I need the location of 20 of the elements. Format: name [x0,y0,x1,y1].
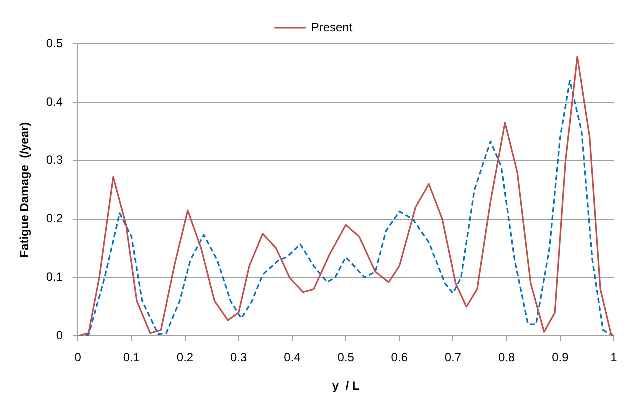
x-axis-title: y / L [332,379,360,394]
x-tick-label: 0.7 [444,350,462,365]
x-tick-label: 0.6 [391,350,408,365]
x-tick-label: 0.5 [338,350,355,365]
y-tick-label: 0.2 [46,212,64,226]
x-tick-label: 0.1 [123,350,140,365]
y-tick-label: 0 [56,328,64,343]
x-tick-label: 0.8 [498,350,516,365]
y-tick-label: 0.1 [46,270,64,284]
x-tick-label: 0.9 [552,350,570,365]
y-axis-title: Fatigue Damage (/year) [18,122,32,258]
x-tick-label: 1 [610,350,618,365]
y-tick-label: 0.5 [46,36,64,50]
x-tick-label: 0.3 [230,350,248,365]
x-tick-label: 0.2 [176,350,194,365]
y-tick-label: 0.4 [46,94,64,109]
legend-label: Present [311,20,354,34]
y-tick-label: 0.3 [46,153,64,168]
x-tick-label: 0 [74,350,82,365]
x-tick-label: 0.4 [284,350,302,365]
